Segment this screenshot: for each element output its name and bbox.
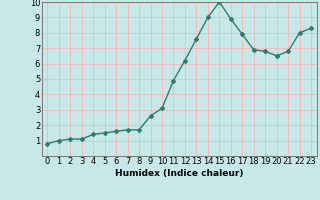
X-axis label: Humidex (Indice chaleur): Humidex (Indice chaleur) [115,169,244,178]
